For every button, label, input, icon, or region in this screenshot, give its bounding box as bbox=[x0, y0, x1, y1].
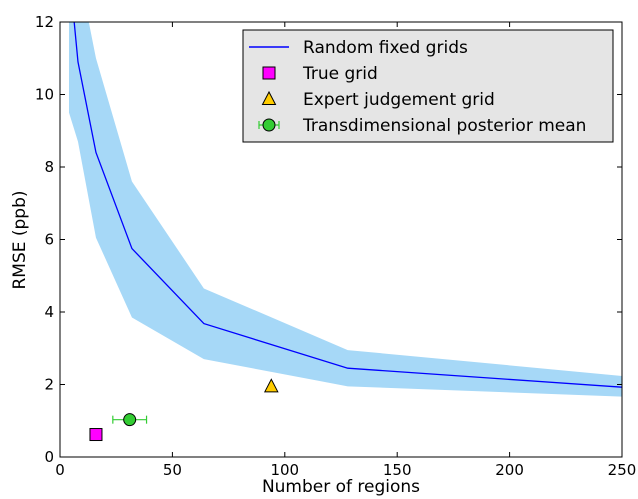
x-tick-label: 250 bbox=[608, 461, 637, 479]
marker-layer bbox=[89, 378, 279, 442]
x-axis-title: Number of regions bbox=[262, 477, 420, 497]
legend-label: Expert judgement grid bbox=[303, 90, 495, 110]
x-axis: 0 50 100 150 200 250 bbox=[55, 22, 636, 479]
y-tick-label: 12 bbox=[35, 13, 54, 31]
y-tick-label: 4 bbox=[44, 303, 54, 321]
x-tick-label: 50 bbox=[163, 461, 182, 479]
y-axis: 0 2 4 6 8 10 12 bbox=[35, 13, 622, 466]
legend-label: Random fixed grids bbox=[303, 38, 468, 58]
legend-symbol-square bbox=[262, 66, 276, 80]
legend-box bbox=[242, 29, 614, 143]
confidence-band bbox=[68, 22, 622, 397]
data-point-triangle bbox=[263, 378, 279, 393]
legend-symbol-triangle bbox=[261, 90, 277, 105]
band-layer bbox=[68, 22, 622, 397]
x-tick-label: 150 bbox=[383, 461, 412, 479]
legend: Random fixed grids True grid Expert judgem… bbox=[242, 29, 614, 143]
y-tick-label: 0 bbox=[44, 448, 54, 466]
legend-symbol-circle bbox=[262, 118, 276, 132]
y-tick-label: 8 bbox=[44, 158, 54, 176]
line-layer bbox=[73, 22, 622, 388]
data-point-circle bbox=[123, 413, 137, 427]
y-tick-label: 2 bbox=[44, 376, 54, 394]
x-tick-label: 0 bbox=[55, 461, 65, 479]
series-line-random-fixed-grids bbox=[73, 22, 622, 388]
y-axis-title: RMSE (ppb) bbox=[10, 190, 30, 289]
legend-label: True grid bbox=[302, 64, 378, 84]
legend-label: Transdimensional posterior mean bbox=[302, 116, 586, 136]
y-tick-label: 10 bbox=[35, 86, 54, 104]
x-tick-label: 100 bbox=[270, 461, 299, 479]
data-point-square bbox=[89, 428, 103, 442]
x-tick-label: 200 bbox=[495, 461, 524, 479]
y-tick-label: 6 bbox=[44, 231, 54, 249]
